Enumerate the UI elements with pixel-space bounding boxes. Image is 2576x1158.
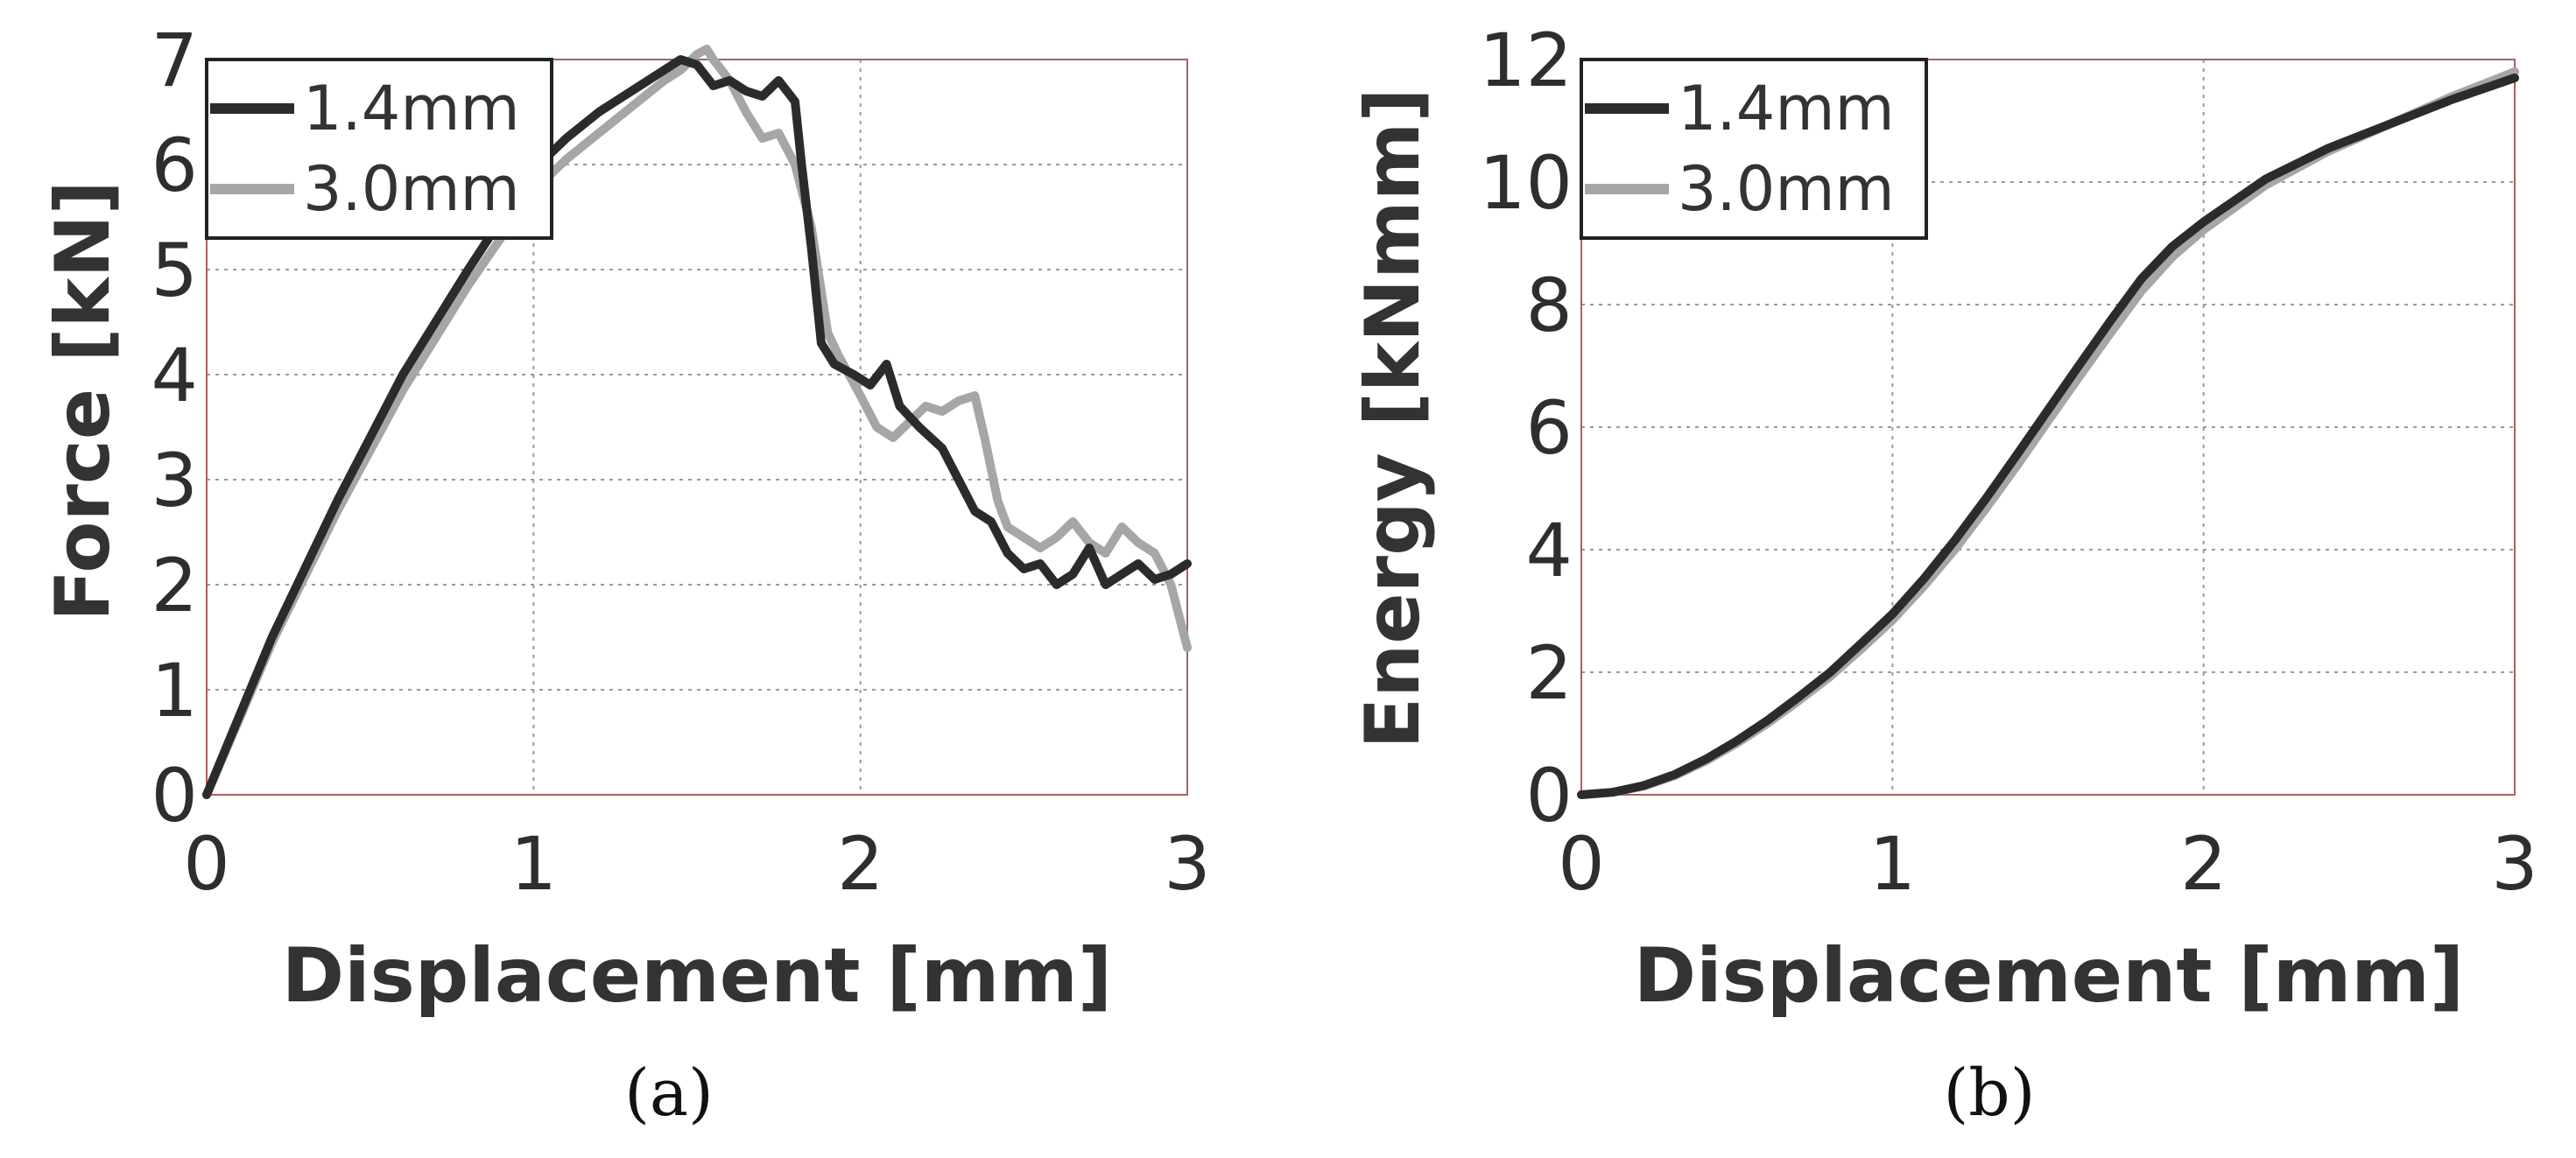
panel-a-legend-label-2: 3.0mm — [303, 153, 520, 225]
panel-a-y-tick-label: 1 — [151, 648, 198, 733]
panel-b-legend-label-1: 1.4mm — [1678, 73, 1895, 144]
panel-b-y-axis-label: Energy [kNmm] — [1349, 88, 1437, 748]
panel-a-y-tick-label: 6 — [151, 123, 198, 208]
panel-b-x-tick-label: 0 — [1558, 821, 1604, 907]
panel-b-plot-frame — [1580, 59, 2516, 796]
panel-a-series-line-2 — [202, 45, 1192, 799]
panel-b-x-tick-label: 2 — [2180, 821, 2227, 907]
panel-b-legend: 1.4mm 3.0mm — [1580, 58, 1928, 240]
panel-a-tick-labels: 0 1 2 3 0 1 2 3 4 5 6 7 — [151, 18, 1211, 907]
panel-a-legend-label-1: 1.4mm — [303, 73, 520, 144]
panel-a-y-tick-label: 2 — [151, 543, 198, 628]
panel-b-legend-label-2: 3.0mm — [1678, 153, 1895, 225]
panel-a-x-tick-label: 2 — [837, 821, 883, 907]
panel-b-x-tick-label: 3 — [2491, 821, 2537, 907]
panel-a-caption: (a) — [624, 1056, 714, 1131]
panel-b-x-tick-label: 1 — [1869, 821, 1916, 907]
panel-a-legend: 1.4mm 3.0mm — [205, 58, 553, 240]
panel-a-x-axis-label: Displacement [mm] — [282, 932, 1112, 1020]
panel-a-x-tick-label: 0 — [183, 821, 229, 907]
panel-b-y-tick-label: 10 — [1479, 140, 1573, 226]
panel-a-x-tick-label: 1 — [510, 821, 557, 907]
panel-b-y-tick-label: 0 — [1526, 753, 1573, 839]
panel-a-y-axis-label: Force [kN] — [39, 180, 127, 621]
panel-a-lines — [202, 45, 1192, 799]
panel-b-y-tick-label: 2 — [1526, 630, 1573, 716]
panel-b-y-tick-label: 12 — [1479, 18, 1573, 103]
panel-b-lines — [1577, 67, 2519, 799]
panel-b-caption: (b) — [1943, 1056, 2035, 1131]
panel-a-y-tick-label: 4 — [151, 333, 198, 418]
panel-b-y-tick-label: 6 — [1526, 385, 1573, 471]
panel-a-y-tick-label: 7 — [151, 18, 198, 103]
panel-b-y-tick-label: 8 — [1526, 263, 1573, 348]
panel-a-legend-box — [205, 58, 553, 240]
panel-b-y-tick-label: 4 — [1526, 508, 1573, 593]
panel-b-series-line-1 — [1577, 74, 2519, 799]
panel-a-x-tick-label: 3 — [1164, 821, 1210, 907]
panel-a: 0 1 2 3 0 1 2 3 4 5 6 7 1.4mm 3.0mm Displacement [m… — [39, 18, 1211, 1131]
panel-a-y-tick-label: 5 — [151, 228, 198, 313]
panel-a-y-tick-label: 3 — [151, 438, 198, 523]
panel-b-x-axis-label: Displacement [mm] — [1634, 932, 2464, 1020]
panel-a-series-line-1 — [202, 55, 1192, 799]
panel-b-legend-box — [1580, 58, 1928, 240]
panel-a-y-tick-label: 0 — [151, 753, 198, 839]
